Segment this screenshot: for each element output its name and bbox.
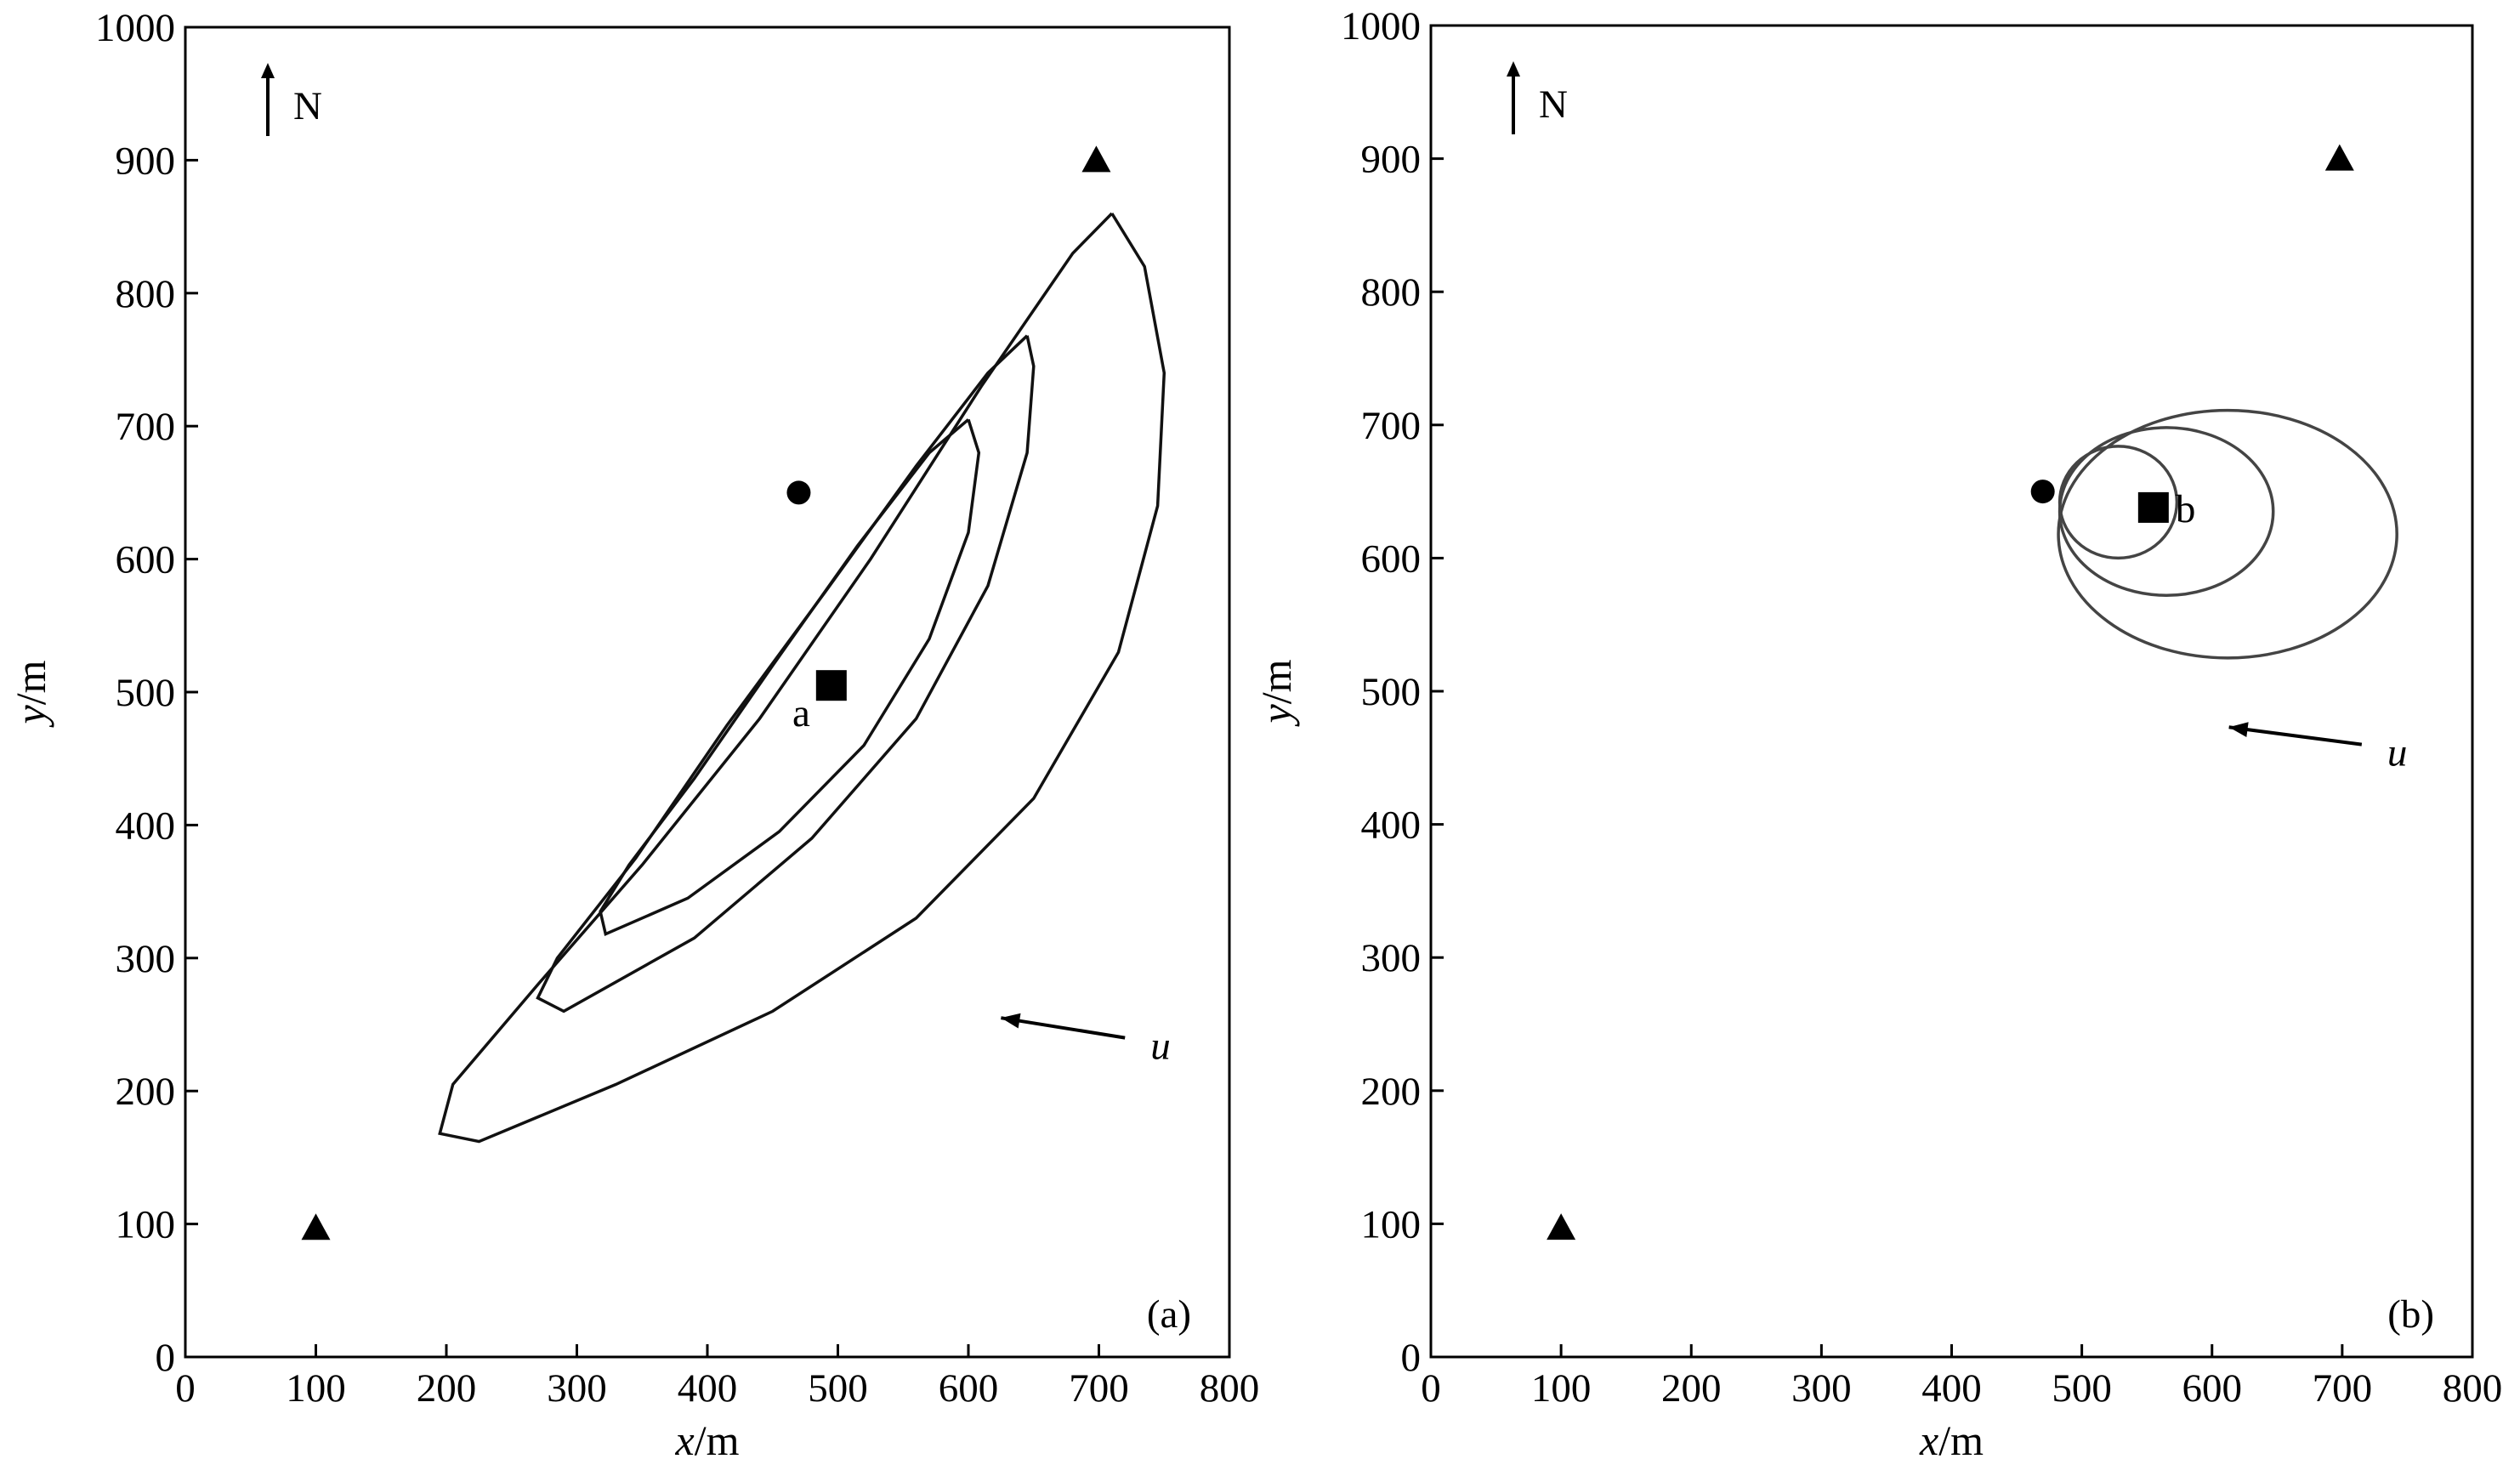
x-tick-label: 200 (1661, 1366, 1722, 1411)
y-tick-label: 500 (116, 671, 176, 715)
x-tick-label: 600 (939, 1366, 999, 1411)
estimated-source-label: a (792, 691, 810, 735)
x-tick-label: 0 (1421, 1366, 1441, 1411)
x-tick-label: 500 (2052, 1366, 2112, 1411)
x-tick-label: 100 (286, 1366, 346, 1411)
y-axis-unit-a: /m (7, 660, 54, 705)
markers-a: a (301, 145, 1111, 1240)
x-axis-var-a: x (675, 1416, 695, 1464)
x-axis-label-b: x/m (1919, 1416, 1984, 1464)
y-axis-a: 0 100 200 300 400 500 600 700 800 900 1000 (95, 6, 198, 1380)
y-tick-label: 800 (1361, 270, 1422, 315)
x-tick-label: 500 (808, 1366, 868, 1411)
y-tick-label: 300 (1361, 936, 1422, 980)
y-tick-label: 700 (1361, 404, 1422, 448)
x-tick-label: 800 (2443, 1366, 2503, 1411)
north-label: N (293, 84, 322, 128)
sensor-triangle-icon (1547, 1213, 1576, 1240)
x-tick-label: 800 (1200, 1366, 1260, 1411)
y-tick-label: 400 (1361, 803, 1422, 848)
probability-contour (536, 334, 1036, 1013)
wind-indicator-b: u (2228, 722, 2408, 775)
x-tick-label: 0 (175, 1366, 196, 1411)
x-axis-b: 0 100 200 300 400 500 600 700 800 (1421, 1344, 2502, 1411)
probability-contour (2057, 408, 2398, 660)
y-axis-b: 0 100 200 300 400 500 600 700 800 900 1000 (1341, 4, 1444, 1380)
contours-b (2057, 408, 2398, 660)
actual-source-dot (786, 480, 811, 505)
y-tick-label: 0 (1401, 1336, 1422, 1380)
x-tick-label: 100 (1531, 1366, 1592, 1411)
wind-arrow-icon (1001, 1016, 1126, 1040)
sensor-triangle-icon (1081, 145, 1111, 173)
probability-contour (438, 212, 1166, 1144)
x-axis-unit-b: /m (1938, 1416, 1984, 1464)
north-arrow-head-icon (1507, 61, 1520, 77)
y-axis-var-a: y (7, 705, 54, 729)
wind-label: u (1150, 1025, 1171, 1069)
markers-b: b (1547, 144, 2354, 1240)
panel-label-a: (a) (1147, 1292, 1191, 1337)
north-indicator-a: N (261, 63, 322, 136)
wind-label: u (2387, 731, 2408, 775)
x-axis-var-b: x (1919, 1416, 1938, 1464)
y-tick-label: 900 (1361, 138, 1422, 182)
x-tick-label: 400 (1921, 1366, 1982, 1411)
x-axis-a: 0 100 200 300 400 500 600 700 800 (175, 1344, 1259, 1411)
y-tick-label: 800 (116, 272, 176, 316)
y-tick-label: 400 (116, 803, 176, 848)
x-tick-label: 200 (417, 1366, 477, 1411)
y-tick-label: 500 (1361, 670, 1422, 714)
x-axis-unit-a: /m (695, 1416, 740, 1464)
y-tick-label: 200 (116, 1070, 176, 1114)
y-tick-label: 700 (116, 405, 176, 449)
x-tick-label: 600 (2182, 1366, 2243, 1411)
wind-arrow-head-icon (1001, 1013, 1021, 1029)
wind-indicator-a: u (1001, 1013, 1171, 1069)
plot-area-a (184, 26, 1231, 1359)
y-tick-label: 1000 (1341, 4, 1421, 48)
y-axis-label-a: y/m (7, 660, 54, 728)
y-tick-label: 100 (1361, 1202, 1422, 1246)
y-tick-label: 0 (156, 1336, 176, 1380)
x-tick-label: 700 (1069, 1366, 1129, 1411)
x-tick-label: 400 (678, 1366, 738, 1411)
sensor-triangle-icon (2324, 144, 2354, 171)
estimated-source-square (815, 670, 847, 701)
y-axis-var-b: y (1252, 704, 1300, 728)
y-tick-label: 100 (116, 1203, 176, 1247)
x-tick-label: 300 (1791, 1366, 1852, 1411)
y-tick-label: 300 (116, 937, 176, 981)
y-axis-unit-b: /m (1252, 659, 1300, 704)
y-tick-label: 900 (116, 139, 176, 183)
y-tick-label: 600 (116, 538, 176, 582)
contours-a (438, 212, 1166, 1144)
wind-arrow-head-icon (2228, 722, 2249, 738)
plot-area-b (1429, 24, 2474, 1359)
y-tick-label: 200 (1361, 1070, 1422, 1114)
estimated-source-label: b (2176, 487, 2196, 531)
x-axis-label-a: x/m (675, 1416, 740, 1464)
y-axis-label-b: y/m (1252, 659, 1300, 727)
panel-label-b: (b) (2387, 1292, 2434, 1337)
y-tick-label: 1000 (95, 6, 175, 50)
north-arrow-head-icon (261, 63, 275, 78)
north-label: N (1539, 82, 1568, 127)
probability-contour (599, 418, 981, 937)
wind-arrow-icon (2228, 725, 2363, 747)
y-tick-label: 600 (1361, 536, 1422, 581)
panel-b: 0 100 200 300 400 500 600 700 800 900 1000 0 100 200… (1252, 4, 2502, 1464)
north-indicator-b: N (1507, 61, 1568, 134)
x-tick-label: 300 (547, 1366, 607, 1411)
estimated-source-square (2137, 491, 2169, 523)
actual-source-dot (2030, 480, 2055, 504)
x-tick-label: 700 (2313, 1366, 2373, 1411)
panel-a: 0 100 200 300 400 500 600 700 800 900 1000 0 100 200… (7, 6, 1259, 1464)
sensor-triangle-icon (301, 1213, 331, 1240)
